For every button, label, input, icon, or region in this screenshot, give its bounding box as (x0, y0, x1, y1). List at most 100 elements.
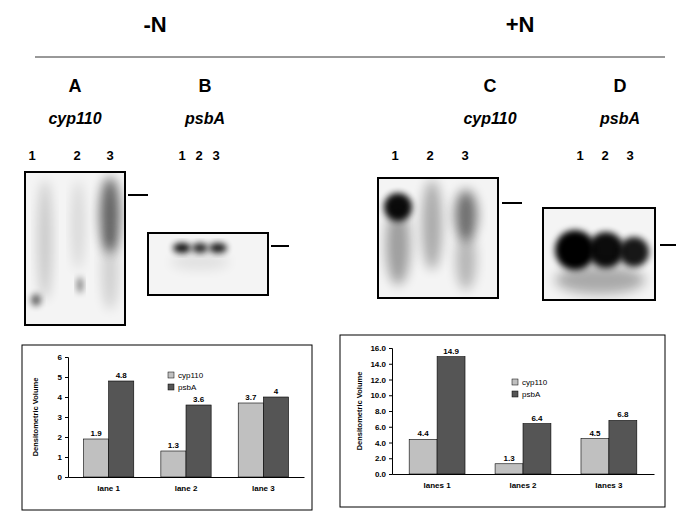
lane-number: 2 (426, 148, 433, 163)
legend-swatch (512, 391, 518, 397)
legend-swatch (512, 379, 518, 385)
blot-band (456, 230, 476, 290)
y-tick-mark (65, 477, 68, 478)
data-label: 6.4 (531, 414, 543, 423)
panel-letter: D (614, 76, 627, 96)
data-label: 4.5 (589, 429, 601, 438)
blot-band (77, 277, 83, 293)
y-tick-mark (389, 380, 392, 381)
bar (161, 451, 186, 477)
blot-image (31, 177, 120, 310)
y-tick-mark (65, 417, 68, 418)
y-tick-label: 0.0 (375, 470, 387, 479)
y-tick-label: 0 (58, 473, 63, 482)
x-tick: lanes 3 (595, 474, 623, 490)
y-tick: 4 (58, 393, 68, 402)
lane-number: 3 (626, 148, 633, 163)
y-tick: 14.0 (370, 360, 392, 369)
y-tick-label: 2.0 (375, 454, 387, 463)
bar (263, 397, 288, 477)
data-label: 3.7 (245, 393, 257, 402)
y-axis-title: Densitometric Volume (31, 378, 40, 457)
panel-letter: A (69, 76, 82, 96)
x-tick-label: lanes 1 (424, 481, 452, 490)
y-tick-label: 1 (58, 453, 63, 462)
x-tick: lane 1 (97, 477, 120, 493)
figure: -N+NAcyp110123BpsbA123Ccyp110123DpsbA123… (0, 0, 685, 512)
bar (409, 439, 437, 474)
legend-label: cyp110 (522, 378, 548, 387)
bars (409, 357, 637, 474)
y-tick: 12.0 (370, 376, 392, 385)
lane-number: 1 (576, 148, 583, 163)
y-tick-mark (389, 443, 392, 444)
blot-image (384, 180, 477, 290)
lane-number: 1 (28, 148, 35, 163)
bar (581, 439, 609, 474)
bar (83, 439, 108, 477)
gene-name: cyp110 (48, 110, 101, 127)
blot-band (619, 237, 649, 267)
x-tick: lane 3 (252, 477, 275, 493)
lane-number: 3 (212, 148, 219, 163)
bar (523, 424, 551, 474)
y-tick-mark (389, 364, 392, 365)
y-tick-label: 10.0 (370, 391, 386, 400)
panel-letter: B (199, 76, 212, 96)
blot-band (555, 266, 645, 294)
size-marker (271, 245, 289, 247)
y-tick: 0 (58, 473, 68, 482)
size-marker (502, 202, 522, 204)
gene-name: psbA (184, 110, 225, 127)
size-marker (660, 244, 676, 246)
legend-label: psbA (522, 390, 541, 399)
blot-image (555, 230, 649, 294)
chart: 0123456Densitometric Volume1.91.33.74.83… (22, 345, 312, 510)
x-tick-label: lane 3 (252, 484, 275, 493)
chart: 0.02.04.06.08.010.012.014.016.0Densitome… (340, 335, 665, 507)
data-labels: 1.91.33.74.83.64 (90, 371, 278, 450)
y-tick-mark (389, 427, 392, 428)
x-tick: lanes 2 (509, 474, 537, 490)
y-tick-mark (389, 474, 392, 475)
lane-number: 3 (461, 148, 468, 163)
gene-name: psbA (599, 110, 640, 127)
y-tick-label: 12.0 (370, 376, 386, 385)
data-label: 1.3 (503, 454, 515, 463)
y-tick-label: 4 (58, 393, 63, 402)
y-tick-label: 6 (58, 353, 63, 362)
y-tick-label: 2 (58, 433, 63, 442)
blot-band (38, 180, 52, 300)
y-tick: 16.0 (370, 344, 392, 353)
data-label: 14.9 (443, 347, 459, 356)
y-tick-label: 14.0 (370, 360, 386, 369)
blot-background (543, 208, 655, 300)
legend: cyp110psbA (168, 371, 204, 392)
x-axis: lane 1lane 2lane 3 (69, 477, 305, 493)
lane-number: 2 (195, 148, 202, 163)
y-tick: 10.0 (370, 391, 392, 400)
legend-swatch (168, 384, 174, 390)
blot-background (25, 172, 125, 325)
y-axis-line (389, 349, 393, 475)
y-tick: 1 (58, 453, 68, 462)
lane-number: 2 (73, 148, 80, 163)
gene-name: cyp110 (463, 110, 516, 127)
data-label: 1.9 (90, 429, 102, 438)
y-tick-mark (65, 397, 68, 398)
chart-frame (22, 345, 312, 510)
y-tick-label: 8.0 (375, 407, 387, 416)
x-axis-line (69, 477, 305, 478)
blot-frame (25, 172, 125, 325)
bar (495, 464, 523, 474)
x-axis: lanes 1 lanes 2 lanes 3 (393, 474, 655, 490)
data-label: 4.4 (418, 429, 430, 438)
y-axis-line (65, 358, 69, 478)
data-label: 3.6 (193, 395, 205, 404)
lane-number: 2 (601, 148, 608, 163)
legend: cyp110 psbA (512, 378, 548, 399)
y-tick-mark (65, 357, 68, 358)
y-tick: 3 (58, 413, 68, 422)
blot-background (378, 178, 498, 298)
panel-letter: C (484, 76, 497, 96)
